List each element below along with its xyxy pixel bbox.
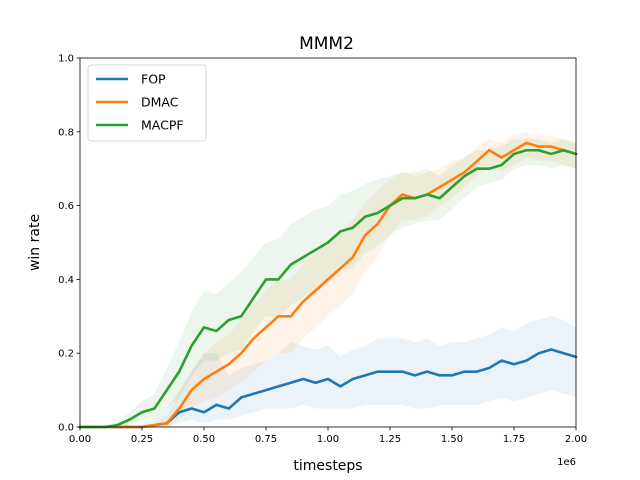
x-tick-label: 0.00 [69,434,91,445]
y-tick-label: 0.8 [58,127,74,138]
band-fop [80,316,576,427]
x-tick-label: 2.00 [565,434,587,445]
y-axis-label: win rate [27,214,43,271]
legend-label-macpf: MACPF [141,118,184,133]
x-axis-label: timesteps [293,458,362,474]
x-tick-label: 1.75 [503,434,525,445]
legend-box [87,64,207,142]
y-tick-label: 1.0 [58,54,74,65]
x-axis: 0.00 0.25 0.50 0.75 1.00 1.25 1.50 1.75 2.00 [69,427,587,445]
legend-label-fop: FOP [141,72,166,87]
chart-title: MMM2 [299,34,354,54]
band-macpf [80,139,576,427]
series-lines [78,141,578,429]
y-tick-label: 0.2 [58,349,74,360]
line-dmac [78,141,578,429]
x-tick-label: 1.25 [379,434,401,445]
y-axis: 0.0 0.2 0.4 0.6 0.8 1.0 [58,54,80,434]
y-tick-label: 0.6 [58,201,74,212]
x-tick-label: 1.50 [441,434,463,445]
x-axis-offset-label: 1e6 [557,457,576,468]
x-tick-label: 1.00 [317,434,339,445]
line-macpf [78,148,578,429]
legend: FOP DMAC MACPF [87,64,207,142]
legend-label-dmac: DMAC [141,95,179,110]
x-tick-label: 0.50 [193,434,215,445]
x-tick-label: 0.75 [255,434,277,445]
y-tick-label: 0.4 [58,275,74,286]
y-tick-label: 0.0 [58,423,74,434]
x-tick-label: 0.25 [131,434,153,445]
